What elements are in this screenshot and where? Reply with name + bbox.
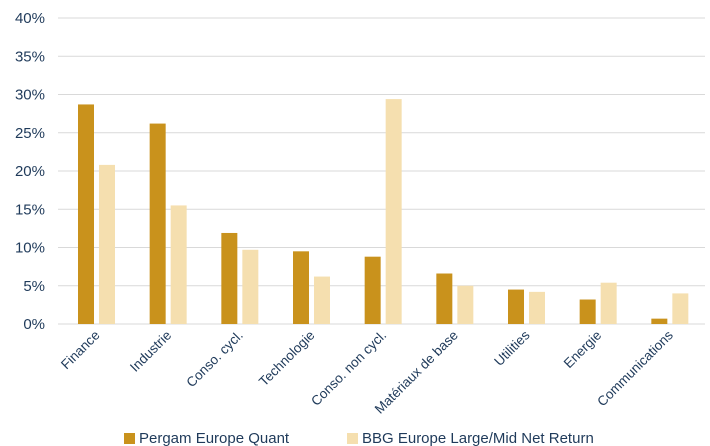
y-tick-label: 20% [15, 163, 45, 180]
x-tick-label: Conso. non cycl. [308, 328, 389, 409]
x-axis-ticks: Finance Industrie Conso. cycl. TechnologieC… [58, 327, 676, 416]
y-tick-label: 15% [15, 201, 45, 218]
bar-2 [672, 293, 689, 324]
legend-swatch-series-1 [124, 433, 135, 444]
x-tick-label: Technologie [256, 328, 318, 390]
x-tick-label: Industrie [127, 328, 174, 375]
y-tick-label: 35% [15, 48, 45, 65]
x-tick-label: Energie [561, 328, 605, 372]
bar-1 [579, 299, 596, 324]
bar-1 [364, 256, 381, 324]
y-axis-ticks: 0% 5% 10% 15% 20% 25% 30% 35% 40% [15, 10, 45, 333]
bar-2 [529, 291, 545, 324]
bar-2 [314, 276, 330, 324]
x-tick-label: Conso. cycl. [183, 328, 246, 391]
bar-2 [242, 249, 259, 324]
legend-label-series-1: Pergam Europe Quant [139, 430, 290, 446]
legend-label-series-2: BBG Europe Large/Mid Net Return [362, 430, 594, 446]
bar-2 [170, 205, 187, 324]
bar-1 [221, 232, 238, 324]
x-tick-label: Communications [594, 327, 676, 409]
bar-1 [508, 289, 524, 324]
y-tick-label: 0% [23, 316, 45, 333]
grid-layer [58, 17, 705, 325]
x-tick-label: Finance [58, 328, 103, 373]
bar-1 [78, 104, 94, 324]
y-tick-label: 5% [23, 278, 45, 295]
bar-1 [293, 251, 309, 324]
bar-2 [600, 282, 617, 324]
y-tick-label: 30% [15, 87, 45, 104]
bars [78, 99, 689, 324]
y-tick-label: 40% [15, 10, 45, 27]
bar-1 [651, 318, 668, 324]
bar-1 [149, 123, 166, 324]
legend: Pergam Europe Quant BBG Europe Large/Mid… [124, 430, 594, 446]
bar-2 [385, 99, 402, 324]
x-tick-label: Utilities [491, 327, 533, 369]
bar-1 [436, 273, 453, 324]
y-tick-label: 10% [15, 240, 45, 257]
bar-2 [457, 285, 474, 324]
bar-2 [99, 164, 115, 324]
y-tick-label: 25% [15, 125, 45, 142]
legend-swatch-series-2 [347, 433, 358, 444]
